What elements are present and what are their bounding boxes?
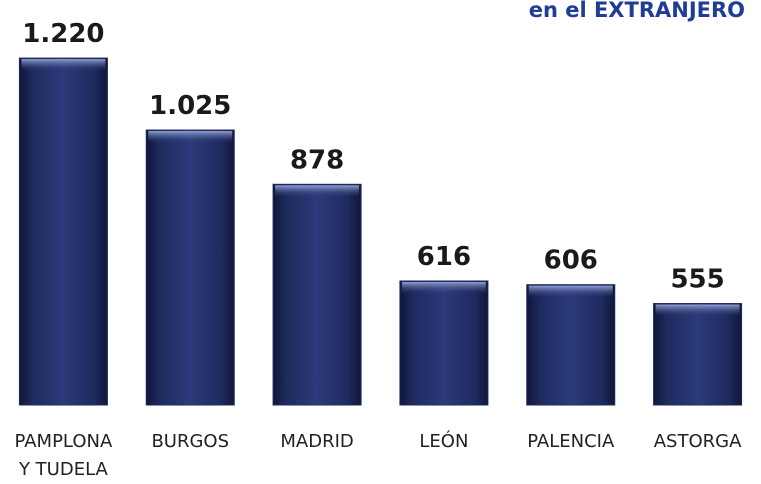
bar: [18, 57, 108, 406]
category-label: ASTORGA: [653, 431, 742, 452]
bar-highlight: [148, 131, 233, 144]
category-label: BURGOS: [151, 431, 230, 452]
bar-highlight: [401, 281, 486, 294]
category-label: LEÓN: [419, 431, 469, 452]
bar-highlight: [655, 304, 740, 317]
value-label: 555: [670, 265, 724, 295]
category-label: PALENCIA: [527, 431, 615, 452]
bar: [145, 129, 235, 406]
category-label: PAMPLONA Y TUDELA: [14, 431, 113, 480]
value-label: 1.025: [149, 91, 231, 121]
value-label: 616: [417, 242, 471, 272]
chart-title: en el EXTRANJERO: [529, 0, 745, 22]
bar-highlight: [528, 285, 613, 298]
bar: [399, 280, 489, 406]
bar-highlight: [275, 185, 360, 198]
category-label: MADRID: [280, 431, 354, 452]
bar: [526, 284, 616, 406]
value-label: 1.220: [22, 19, 104, 49]
bar-highlight: [21, 59, 106, 72]
bar: [272, 183, 362, 406]
bar: [653, 303, 743, 406]
value-label: 606: [544, 246, 598, 276]
value-label: 878: [290, 145, 344, 175]
